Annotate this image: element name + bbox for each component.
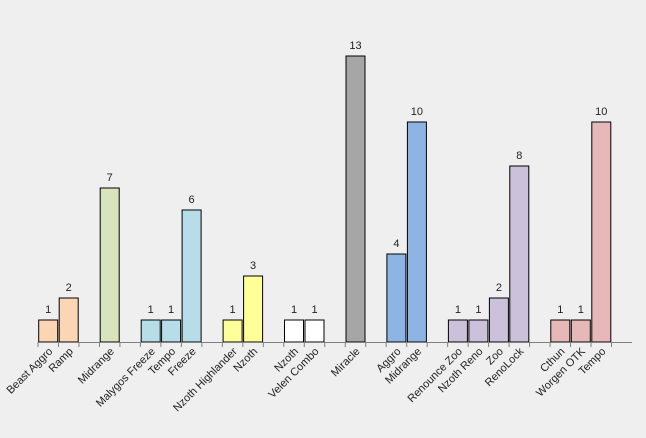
bar (99, 187, 120, 343)
category-tick-label: RenoLock (483, 345, 527, 389)
bar-value-label: 8 (516, 150, 522, 162)
bar-value-label: 1 (311, 304, 317, 316)
bar-value-label: 10 (411, 106, 423, 118)
bar (509, 165, 530, 343)
category-tick-label: Nzoth (231, 346, 260, 375)
bar-value-label: 1 (230, 304, 236, 316)
category-tick-label: Miracle (329, 346, 363, 380)
bar (222, 319, 243, 343)
bar-value-label: 2 (496, 282, 502, 294)
x-ticks-layer (37, 342, 613, 347)
bar (284, 319, 304, 343)
bar (550, 319, 571, 343)
bar-value-label: 1 (168, 304, 174, 316)
bar (161, 319, 182, 343)
bar (304, 319, 325, 343)
bar-value-label: 4 (393, 238, 399, 250)
category-tick-label: Midrange (76, 346, 117, 387)
bars-layer (38, 55, 612, 343)
bar (447, 319, 468, 343)
bar (181, 209, 202, 343)
bar-value-label: 2 (66, 282, 72, 294)
category-tick-label: Beast Aggro (4, 346, 55, 397)
bar (406, 121, 427, 343)
bar-value-label: 1 (148, 304, 154, 316)
bar (243, 275, 264, 343)
bar (345, 55, 366, 343)
bar-value-label: 1 (455, 304, 461, 316)
bar (468, 319, 489, 343)
bar-value-label: 10 (595, 106, 607, 118)
bar (570, 319, 591, 343)
bar-value-label: 3 (250, 260, 256, 272)
bar-value-label: 1 (475, 304, 481, 316)
bar-value-label: 1 (291, 304, 297, 316)
bar-value-label: 13 (349, 40, 361, 52)
bar (386, 253, 407, 343)
bar (591, 121, 612, 343)
bar-value-label: 1 (45, 304, 51, 316)
bar-value-label: 1 (557, 304, 563, 316)
bar (38, 319, 59, 343)
bar-value-label: 7 (107, 172, 113, 184)
bar-value-label: 1 (578, 304, 584, 316)
bar (140, 319, 161, 343)
bar (58, 297, 79, 343)
bar-value-label: 6 (189, 194, 195, 206)
bar (488, 297, 509, 343)
